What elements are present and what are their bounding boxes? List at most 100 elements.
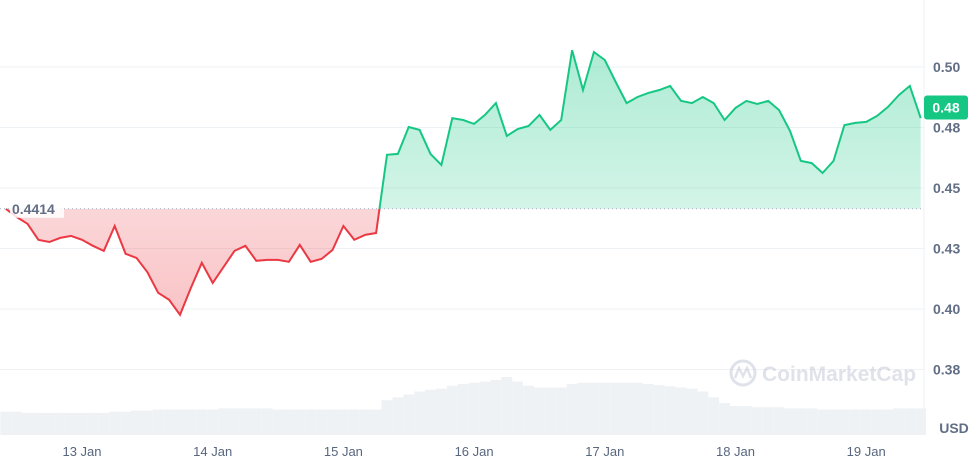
volume-bar — [163, 409, 175, 435]
volume-bar — [838, 409, 850, 435]
volume-bar — [904, 408, 916, 435]
watermark-logo: CoinMarketCap — [729, 359, 916, 387]
volume-bar — [860, 409, 872, 435]
x-tick-label: 16 Jan — [455, 444, 494, 459]
volume-bar — [65, 412, 77, 435]
volume-bar — [348, 409, 360, 435]
volume-bar — [784, 408, 796, 435]
volume-bar — [610, 382, 622, 435]
y-tick-label: 0.43 — [933, 241, 960, 257]
volume-bar — [327, 409, 338, 435]
volume-bar — [544, 387, 556, 435]
x-tick-label: 14 Jan — [193, 444, 232, 459]
volume-bar — [555, 387, 567, 435]
volume-bar — [817, 409, 829, 435]
volume-bar — [43, 412, 55, 435]
volume-bar — [174, 409, 186, 435]
x-tick-label: 17 Jan — [585, 444, 624, 459]
volume-bar — [381, 400, 393, 435]
baseline-label: 0.4414 — [12, 201, 55, 217]
volume-bar — [566, 383, 578, 435]
volume-bar — [490, 379, 502, 435]
volume-bar — [76, 412, 88, 435]
volume-bar — [457, 383, 469, 435]
area-below-baseline — [5, 208, 921, 315]
volume-bar — [294, 409, 306, 435]
volume-bar — [87, 412, 99, 435]
volume-bar — [740, 406, 752, 435]
volume-bar — [501, 377, 513, 435]
y-tick-label: 0.48 — [933, 120, 960, 136]
volume-bar — [915, 408, 927, 435]
volume-bar — [337, 409, 349, 435]
volume-bar — [446, 385, 458, 435]
volume-bar — [261, 408, 273, 435]
volume-bar — [141, 410, 153, 435]
volume-bar — [403, 394, 415, 435]
volume-bar — [577, 382, 589, 435]
volume-bar — [468, 382, 480, 435]
volume-bar — [109, 411, 121, 435]
volume-bar — [316, 409, 328, 435]
volume-bar — [751, 407, 763, 435]
y-tick-label: 0.50 — [933, 59, 960, 75]
volume-bar — [534, 387, 545, 435]
volume-bar — [882, 409, 894, 435]
volume-bar — [185, 409, 197, 435]
volume-bar — [54, 412, 66, 435]
volume-bar — [849, 409, 861, 435]
current-price-badge — [924, 95, 968, 120]
x-tick-label: 15 Jan — [324, 444, 363, 459]
volume-bar — [283, 409, 295, 435]
watermark-icon — [729, 359, 757, 387]
volume-bar — [686, 388, 698, 435]
y-tick-label: 0.40 — [933, 301, 960, 317]
volume-bar — [642, 383, 654, 435]
volume-bar — [0, 411, 12, 435]
volume-bar — [697, 391, 709, 435]
volume-bar — [599, 382, 611, 435]
volume-bar — [664, 386, 676, 435]
volume-bar — [359, 409, 371, 435]
volume-bars — [0, 377, 927, 435]
volume-bar — [773, 407, 785, 435]
volume-bar — [392, 397, 404, 435]
area-above-baseline — [5, 50, 921, 209]
volume-bar — [523, 385, 535, 435]
x-tick-label: 13 Jan — [62, 444, 101, 459]
volume-bar — [795, 408, 807, 435]
y-tick-label: 0.38 — [933, 362, 960, 378]
current-price-label: 0.48 — [932, 100, 959, 116]
volume-bar — [229, 408, 240, 435]
volume-bar — [730, 406, 741, 435]
price-line-up — [5, 49, 922, 209]
x-axis-ticks: 13 Jan 14 Jan 15 Jan 16 Jan 17 Jan 18 Jan 19 J… — [62, 444, 885, 459]
volume-bar — [370, 409, 382, 435]
volume-bar — [632, 382, 643, 435]
volume-bar — [272, 409, 284, 435]
volume-bar — [762, 407, 774, 435]
x-tick-label: 18 Jan — [716, 444, 755, 459]
volume-bar — [11, 411, 23, 435]
volume-bar — [32, 412, 44, 435]
baseline-label-bg — [10, 199, 64, 218]
volume-bar — [588, 382, 600, 435]
volume-bar — [120, 411, 132, 435]
watermark-text: CoinMarketCap — [762, 363, 916, 386]
price-line-down — [5, 208, 381, 317]
volume-bar — [435, 388, 447, 435]
volume-bar — [828, 409, 839, 435]
y-tick-label: 0.45 — [933, 180, 960, 196]
x-tick-label: 19 Jan — [847, 444, 886, 459]
volume-bar — [893, 408, 905, 435]
volume-bar — [239, 408, 251, 435]
volume-bar — [22, 412, 33, 435]
volume-bar — [152, 409, 164, 435]
volume-bar — [131, 410, 142, 435]
volume-bar — [196, 409, 208, 435]
volume-bar — [218, 408, 230, 435]
volume-bar — [305, 409, 317, 435]
volume-bar — [719, 403, 731, 435]
volume-bar — [98, 412, 110, 435]
